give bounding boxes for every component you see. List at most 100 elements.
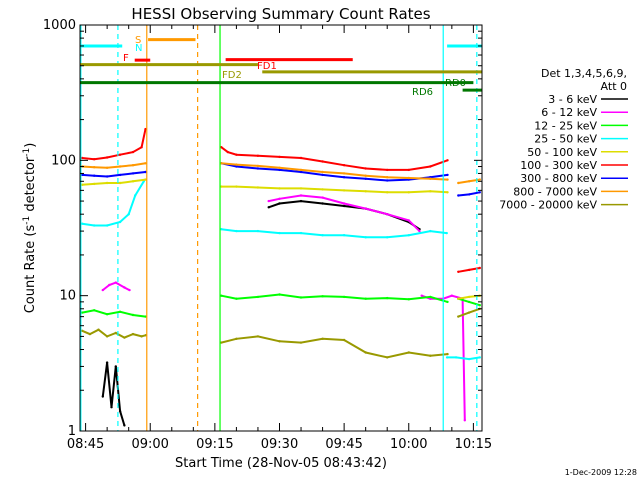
series-line-segment [82,162,146,169]
series-line-segment [101,362,126,426]
series-point [93,224,96,227]
series-point [463,419,466,422]
series-point [278,168,281,172]
series-point [299,156,303,160]
x-tick-label: 09:15 [196,437,233,452]
series-point [114,281,118,284]
series-point [226,150,229,154]
series-point [118,310,122,313]
series-point [342,164,346,167]
series-point [131,150,135,154]
series-point [420,294,423,297]
series-point [299,168,303,172]
series-point [446,159,449,162]
series-point [364,351,367,354]
series-point [386,296,389,300]
series-point [101,288,105,292]
series-point [256,154,260,157]
flag-label-rd0: RD0 [445,78,466,89]
x-tick-label: 09:45 [325,437,362,452]
series-point [118,173,122,177]
series-point [299,170,303,174]
flag-label-fd2: FD2 [222,70,242,81]
flag-label-n: N [135,43,142,54]
series-point [144,170,147,174]
series-line-segment [221,228,447,239]
x-tick-label: 10:00 [390,437,427,452]
series-point [364,167,367,170]
series-point [364,190,367,193]
series-point [256,295,260,299]
series-point [256,186,260,189]
series-point [478,191,481,194]
series-point [220,341,223,344]
series-point [364,297,367,300]
series-point [386,236,389,239]
series-point [256,164,260,168]
legend-entry-label: 6 - 12 keV [541,106,597,119]
series-line-segment [82,309,146,318]
series-point [299,296,303,299]
footer-timestamp: 1-Dec-2009 12:28 [565,468,637,477]
series-point [81,183,84,186]
series-point [478,178,481,181]
series-point [478,356,481,359]
series-point [467,193,471,196]
series-line-segment [447,356,480,361]
x-tick-label: 09:30 [261,437,298,452]
series-point [321,160,324,163]
series-point [235,163,238,166]
series-point [407,298,410,301]
flag-label-rd6: RD6 [412,87,433,98]
series-line-segment [221,185,448,194]
series-point [81,156,84,160]
series-point [407,219,410,222]
series-point [278,231,281,235]
series-point [140,335,143,338]
series-point [467,268,471,272]
legend-entry-label: 3 - 6 keV [548,93,597,106]
legend-entry-label: 12 - 25 keV [534,119,597,132]
series-point [105,181,109,185]
series-point [105,313,109,316]
chart-title: HESSI Observing Summary Count Rates [131,5,430,23]
series-point [457,194,460,197]
series-3to6keV-kev [101,199,421,427]
series-12to25keV-kev [81,293,481,318]
series-point [299,187,303,190]
series-point [299,194,303,197]
legend-entry-label: 7000 - 20000 keV [499,199,597,212]
series-point [342,202,346,205]
series-point [467,180,471,183]
series-line-segment [221,335,448,359]
legend-entry-label: 100 - 300 keV [520,159,597,172]
series-point [220,185,223,188]
series-300to800keV-kev [81,162,481,197]
series-point [256,167,260,170]
series-point [342,234,346,237]
series-point [97,328,100,331]
series-point [445,356,449,359]
series-point [407,191,410,194]
series-point [342,172,346,175]
series-point [81,222,84,225]
series-point [457,297,460,300]
series-line-segment [221,162,448,182]
series-point [278,202,281,205]
x-tick-label: 09:00 [131,437,168,452]
series-point [450,294,453,297]
series-point [418,229,421,233]
series-line-segment [82,128,147,161]
series-point [81,173,84,177]
series-25to50keV-kev [81,180,481,361]
series-point [321,337,324,340]
series-point [478,304,481,307]
series-point [235,185,238,188]
series-6to12keV-kev [101,194,466,422]
y-axis-label-sup1: -1 [22,216,32,225]
series-point [386,176,389,179]
plot-area: SNF FD1 FD2 RD0 RD6 [80,25,482,431]
series-point [446,173,449,177]
series-point [445,231,448,235]
